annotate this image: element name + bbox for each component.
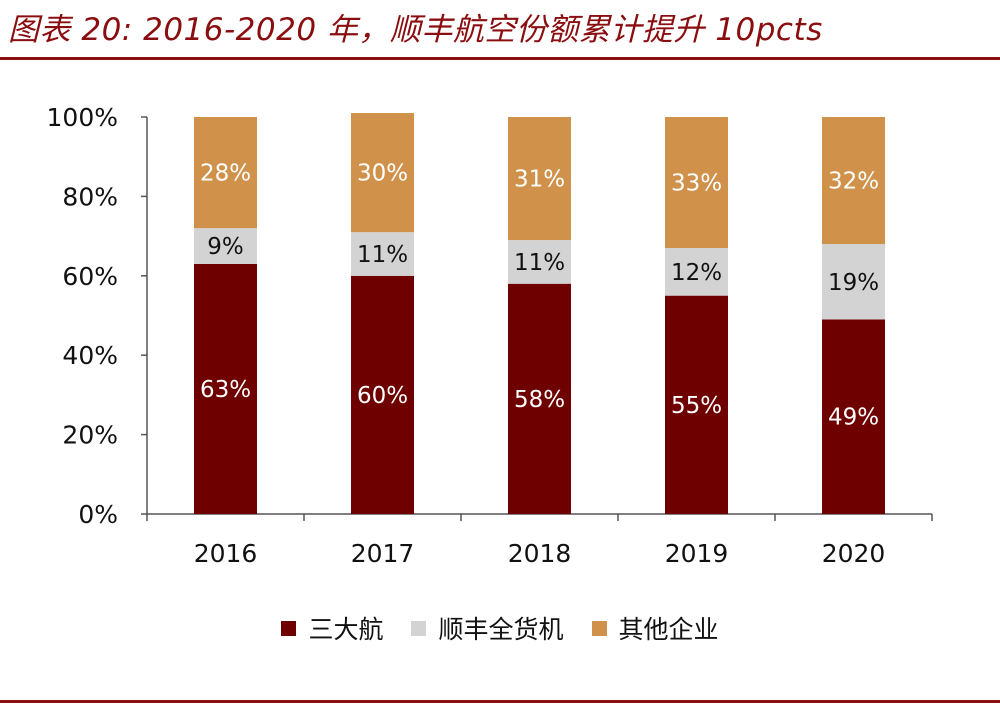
bar-data-label: 28% [200, 161, 251, 187]
bar-segment [665, 295, 728, 514]
bar-segment [508, 240, 571, 284]
bar-data-label: 11% [514, 250, 565, 276]
bar-segment [194, 117, 257, 229]
bar-data-label: 9% [207, 234, 244, 260]
bar-data-label: 32% [828, 169, 879, 195]
x-tick-label: 2018 [508, 539, 572, 568]
bar-segment [351, 113, 414, 233]
bar-data-label: 12% [671, 260, 722, 286]
bar-data-label: 55% [671, 393, 722, 419]
bar-data-label: 60% [357, 383, 408, 409]
bar-data-label: 58% [514, 387, 565, 413]
bar-segment [822, 117, 885, 245]
bar-segment [665, 248, 728, 296]
y-tick-label: 80% [62, 182, 118, 211]
legend-swatch [411, 620, 427, 636]
y-tick-label: 100% [47, 103, 118, 132]
x-tick-label: 2016 [194, 539, 258, 568]
bar-data-label: 49% [828, 405, 879, 431]
figure-title: 图表 20: 2016-2020 年，顺丰航空份额累计提升 10pcts [8, 12, 823, 48]
bar-segment [822, 319, 885, 514]
chart-legend: 三大航 顺丰全货机 其他企业 [0, 610, 1000, 646]
y-tick-label: 60% [62, 262, 118, 291]
chart-bars [194, 113, 885, 514]
legend-item: 顺丰全货机 [411, 610, 564, 646]
bar-segment [665, 117, 728, 249]
y-tick-label: 20% [62, 421, 118, 450]
bar-segment [351, 275, 414, 514]
x-tick-label: 2019 [665, 539, 729, 568]
legend-swatch [591, 620, 607, 636]
footer-rule [0, 700, 1000, 703]
bar-segment [822, 244, 885, 320]
x-tick-label: 2017 [351, 539, 415, 568]
y-tick-label: 40% [62, 341, 118, 370]
x-tick-label: 2020 [822, 539, 886, 568]
stacked-bar-chart: 0% 20% 40% 60% 80% 100% 2016 2017 2018 2019 2020 6… [47, 103, 933, 568]
bar-data-label: 33% [671, 171, 722, 197]
bar-data-label: 11% [357, 242, 408, 268]
bar-segment [194, 263, 257, 514]
chart-data-labels: 63% 9% 28% 60% 11% 30% 58% 11% 31% 55% 12% 33% 49% 19… [200, 161, 879, 431]
bar-data-label: 63% [200, 377, 251, 403]
bar-segment [194, 228, 257, 264]
bar-data-label: 31% [514, 167, 565, 193]
y-tick-label: 0% [78, 500, 118, 529]
title-rule [0, 57, 1000, 60]
legend-item: 三大航 [281, 610, 383, 646]
legend-label: 其他企业 [618, 615, 719, 644]
bar-segment [508, 117, 571, 241]
chart-axes: 0% 20% 40% 60% 80% 100% 2016 2017 2018 2019 2020 [47, 103, 933, 568]
legend-swatch [281, 620, 297, 636]
bar-segment [351, 232, 414, 276]
bar-data-label: 30% [357, 161, 408, 187]
legend-item: 其他企业 [591, 610, 719, 646]
legend-label: 顺丰全货机 [438, 615, 564, 644]
bar-segment [508, 283, 571, 514]
bar-data-label: 19% [828, 270, 879, 296]
legend-label: 三大航 [308, 615, 384, 644]
